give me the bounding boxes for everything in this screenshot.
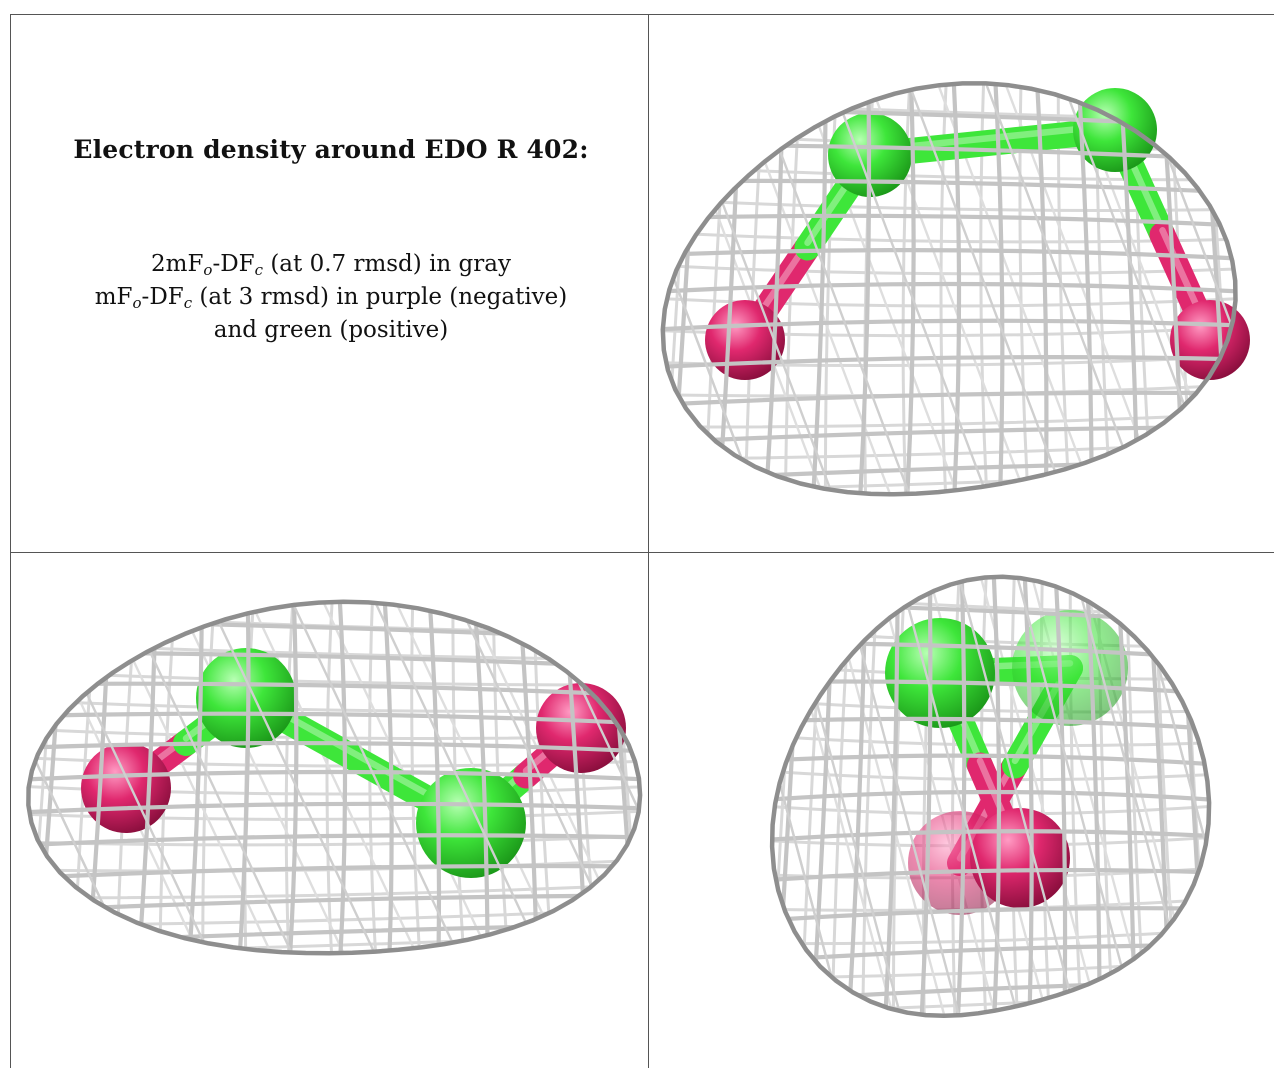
table-middle-border — [10, 552, 1274, 553]
caption-cell: Electron density around EDO R 402: 2mFo-… — [11, 15, 648, 552]
carbon-atom-sphere — [1012, 610, 1128, 726]
oxygen-atom-sphere — [1170, 300, 1250, 380]
density-view-bottom-right — [769, 574, 1212, 1019]
carbon-atom-sphere — [1073, 88, 1157, 172]
carbon-atom-sphere — [885, 618, 995, 728]
table-center-divider — [648, 14, 649, 1068]
density-view-bottom-left — [26, 599, 643, 956]
oxygen-atom-sphere — [81, 743, 171, 833]
density-view-top-right — [660, 81, 1250, 497]
caption: Electron density around EDO R 402: 2mFo-… — [41, 135, 621, 347]
caption-line-mfo-dfc: mFo-DFc (at 3 rmsd) in purple (negative) — [94, 284, 568, 312]
caption-line-2mfo-dfc: 2mFo-DFc (at 0.7 rmsd) in gray — [151, 251, 511, 279]
table-left-border — [10, 14, 11, 1068]
caption-line-green: and green (positive) — [213, 317, 449, 343]
mesh-outline — [769, 574, 1212, 1019]
mesh-outline — [26, 599, 643, 956]
caption-body: 2mFo-DFc (at 0.7 rmsd) in gray mFo-DFc (… — [41, 248, 621, 347]
table-top-border — [10, 14, 1274, 15]
mesh-outline — [660, 81, 1238, 497]
carbon-atom-sphere — [416, 768, 526, 878]
oxygen-atom-sphere — [536, 683, 626, 773]
caption-title: Electron density around EDO R 402: — [73, 135, 589, 164]
carbon-atom-sphere — [196, 648, 296, 748]
oxygen-atom-sphere — [705, 300, 785, 380]
